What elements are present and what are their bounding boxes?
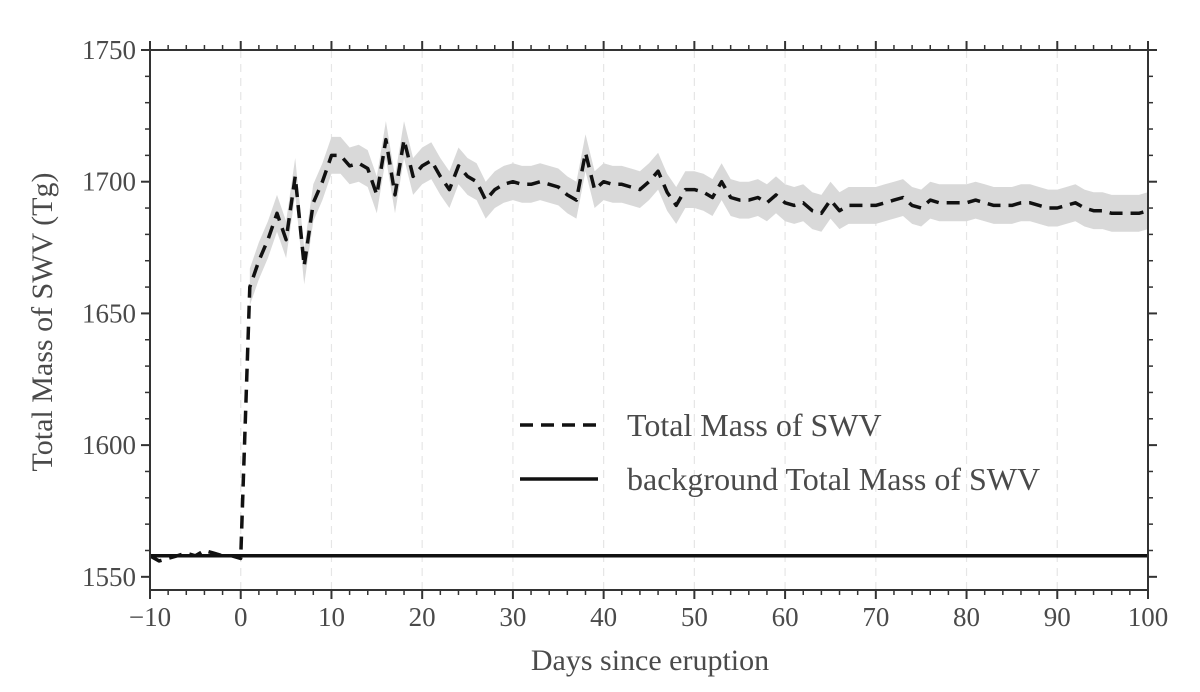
x-tick-label: 40 xyxy=(590,602,617,632)
x-axis-title: Days since eruption xyxy=(531,644,769,677)
ticks: −10 0 10 20 30 40 50 60 70 80 90 100 1550 1600 1650 170… xyxy=(82,35,1168,632)
x-tick-label: 70 xyxy=(862,602,889,632)
series-layer xyxy=(149,137,1149,563)
plot-frame xyxy=(149,49,1149,591)
uncertainty-band xyxy=(249,121,1149,306)
y-axis-title: Total Mass of SWV (Tg) xyxy=(26,173,59,472)
x-tick-label: 0 xyxy=(234,602,248,632)
x-tick-label: 80 xyxy=(953,602,980,632)
x-tick-label: 60 xyxy=(772,602,799,632)
y-tick-label: 1750 xyxy=(82,35,136,65)
y-tick-label: 1600 xyxy=(82,430,136,460)
x-tick-label: 100 xyxy=(1128,602,1169,632)
legend-label-background: background Total Mass of SWV xyxy=(627,461,1040,497)
y-tick-label: 1700 xyxy=(82,167,136,197)
x-tick-label: 90 xyxy=(1044,602,1071,632)
x-tick-label: −10 xyxy=(129,602,171,632)
line-total-mass xyxy=(149,137,1149,563)
x-tick-label: 30 xyxy=(499,602,526,632)
y-tick-label: 1550 xyxy=(82,562,136,592)
band-total-mass xyxy=(249,121,1149,306)
grid xyxy=(240,50,1058,590)
y-tick-label: 1650 xyxy=(82,298,136,328)
x-tick-label: 20 xyxy=(409,602,436,632)
x-tick-label: 50 xyxy=(681,602,708,632)
legend-label-total-mass: Total Mass of SWV xyxy=(627,407,882,443)
x-tick-label: 10 xyxy=(318,602,345,632)
legend: Total Mass of SWV background Total Mass … xyxy=(520,407,1040,497)
